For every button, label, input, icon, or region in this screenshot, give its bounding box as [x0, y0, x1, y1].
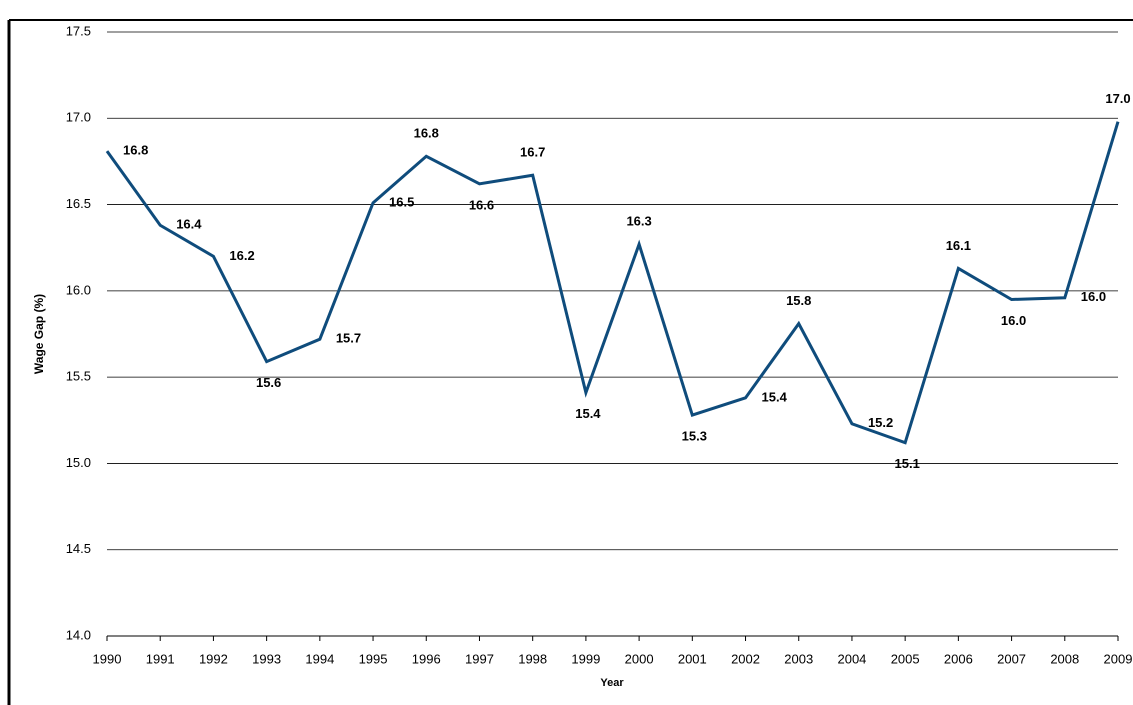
value-label: 15.4	[575, 406, 601, 421]
x-tick-label: 1995	[359, 651, 388, 666]
x-tick-label: 2002	[731, 651, 760, 666]
value-label: 15.7	[336, 331, 361, 346]
x-tick-label: 1994	[305, 651, 334, 666]
y-tick-label: 16.5	[66, 196, 91, 211]
x-tick-label: 1991	[146, 651, 175, 666]
x-tick-label: 2005	[891, 651, 920, 666]
x-tick-label: 2003	[784, 651, 813, 666]
data-line	[105, 121, 1120, 445]
y-tick-label: 14.0	[66, 627, 91, 642]
value-label: 16.8	[123, 143, 148, 158]
x-tick-label: 2007	[997, 651, 1026, 666]
x-tick-label: 2009	[1104, 651, 1133, 666]
value-label: 15.1	[895, 456, 920, 471]
x-tick-label: 1990	[93, 651, 122, 666]
value-label: 15.2	[868, 415, 893, 430]
y-axis-title: Wage Gap (%)	[32, 294, 46, 374]
value-label: 16.6	[469, 197, 494, 212]
value-label: 15.4	[762, 389, 788, 404]
x-tick-label: 2001	[678, 651, 707, 666]
value-label: 15.3	[682, 429, 707, 444]
x-tick-label: 1993	[252, 651, 281, 666]
x-tick-label: 2000	[625, 651, 654, 666]
y-tick-label: 17.0	[66, 110, 91, 125]
x-tick-label: 2006	[944, 651, 973, 666]
value-label: 16.0	[1081, 289, 1106, 304]
x-tick-label: 1996	[412, 651, 441, 666]
x-tick-label: 1992	[199, 651, 228, 666]
value-label: 16.3	[626, 214, 651, 229]
x-tick-label: 2008	[1050, 651, 1079, 666]
value-label: 16.8	[414, 126, 439, 141]
x-tick-label: 1999	[571, 651, 600, 666]
value-label: 15.6	[256, 375, 281, 390]
y-tick-label: 15.0	[66, 455, 91, 470]
value-label: 16.0	[1001, 313, 1026, 328]
x-tick-label: 2004	[837, 651, 866, 666]
value-label: 16.7	[520, 145, 545, 160]
x-axis-title: Year	[600, 677, 624, 689]
value-label: 16.4	[176, 217, 202, 232]
value-label: 16.1	[946, 238, 971, 253]
value-label: 15.8	[786, 293, 811, 308]
value-label: 16.5	[389, 194, 414, 209]
y-tick-label: 17.5	[66, 23, 91, 38]
y-tick-label: 15.5	[66, 369, 91, 384]
x-tick-label: 1997	[465, 651, 494, 666]
y-tick-label: 14.5	[66, 541, 91, 556]
x-tick-label: 1998	[518, 651, 547, 666]
value-label: 16.2	[229, 248, 254, 263]
y-tick-label: 16.0	[66, 282, 91, 297]
value-label: 17.0	[1105, 91, 1130, 106]
